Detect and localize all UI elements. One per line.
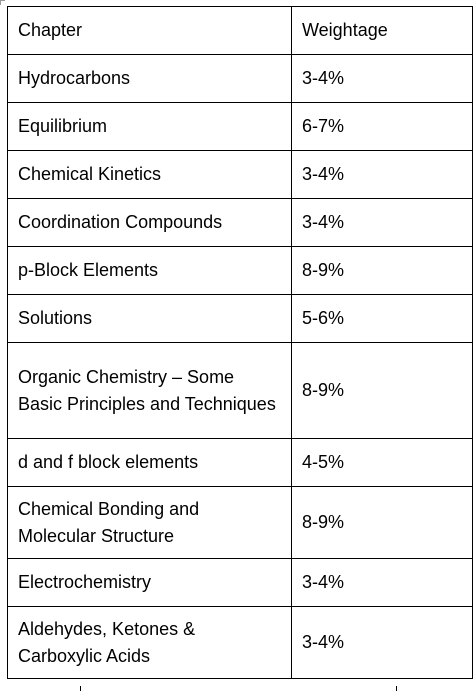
header-chapter: Chapter [7,6,292,55]
chapter-weightage-table-container: Chapter Weightage Hydrocarbons 3-4% Equi… [7,6,473,679]
table-row: Hydrocarbons 3-4% [7,54,473,103]
table-row: Organic Chemistry – Some Basic Principle… [7,342,473,439]
weightage-cell: 3-4% [291,198,473,247]
table-row: Aldehydes, Ketones & Carboxylic Acids 3-… [7,606,473,679]
chapter-cell: Organic Chemistry – Some Basic Principle… [7,342,292,439]
chapter-cell: Coordination Compounds [7,198,292,247]
chapter-cell: Chemical Kinetics [7,150,292,199]
weightage-cell: 8-9% [291,246,473,295]
weightage-cell: 4-5% [291,438,473,487]
weightage-cell: 3-4% [291,150,473,199]
chapter-cell: p-Block Elements [7,246,292,295]
next-table-border-tick [80,686,81,691]
table-row: Coordination Compounds 3-4% [7,198,473,247]
table-row: Equilibrium 6-7% [7,102,473,151]
chapter-cell: Hydrocarbons [7,54,292,103]
chapter-cell: d and f block elements [7,438,292,487]
table-row: d and f block elements 4-5% [7,438,473,487]
weightage-cell: 8-9% [291,486,473,559]
weightage-cell: 3-4% [291,54,473,103]
weightage-cell: 3-4% [291,558,473,607]
weightage-cell: 6-7% [291,102,473,151]
table-row: Chemical Bonding and Molecular Structure… [7,486,473,559]
chapter-weightage-table: Chapter Weightage Hydrocarbons 3-4% Equi… [7,6,473,679]
selection-corner-mark [0,0,5,5]
header-weightage: Weightage [291,6,473,55]
weightage-cell: 5-6% [291,294,473,343]
table-row: Solutions 5-6% [7,294,473,343]
table-row: Electrochemistry 3-4% [7,558,473,607]
chapter-cell: Aldehydes, Ketones & Carboxylic Acids [7,606,292,679]
weightage-cell: 8-9% [291,342,473,439]
chapter-cell: Solutions [7,294,292,343]
weightage-cell: 3-4% [291,606,473,679]
header-row: Chapter Weightage [7,6,473,55]
table-row: p-Block Elements 8-9% [7,246,473,295]
next-table-border-tick [396,686,397,691]
chapter-cell: Chemical Bonding and Molecular Structure [7,486,292,559]
chapter-cell: Equilibrium [7,102,292,151]
table-row: Chemical Kinetics 3-4% [7,150,473,199]
chapter-cell: Electrochemistry [7,558,292,607]
